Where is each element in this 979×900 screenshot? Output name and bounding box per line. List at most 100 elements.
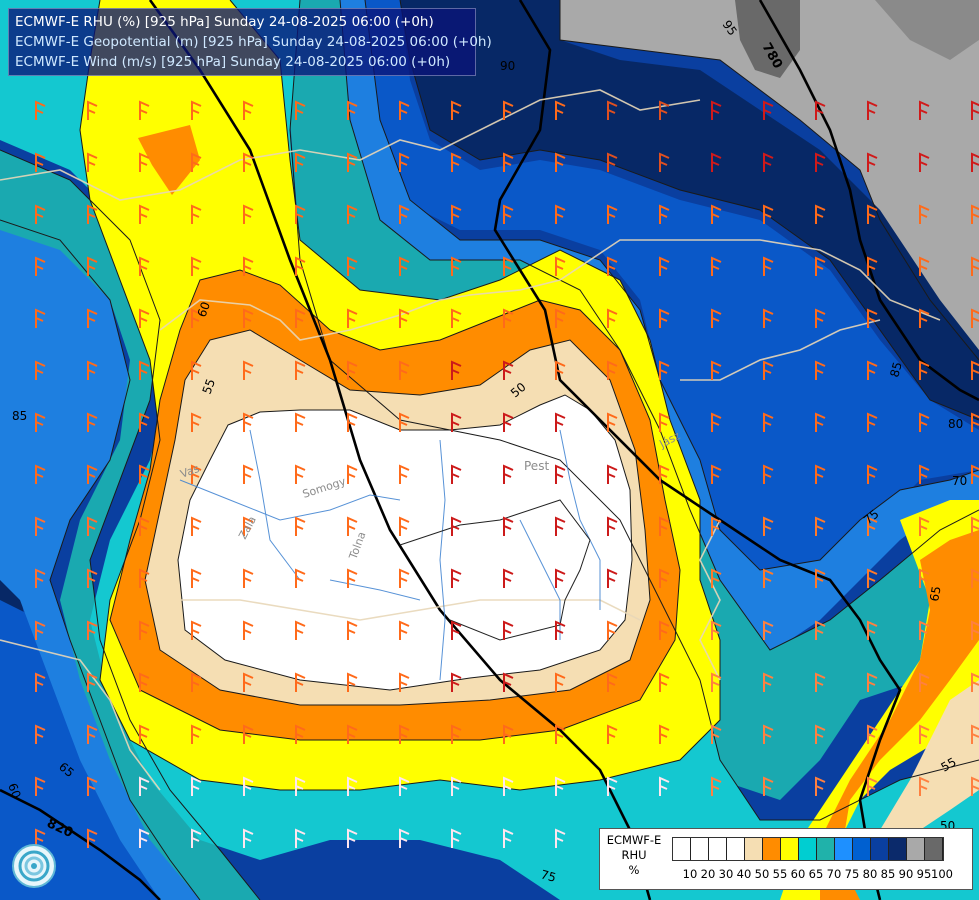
wind-barb (555, 516, 566, 536)
wind-barb (139, 256, 150, 276)
wind-barb (971, 568, 979, 588)
wind-barb (711, 568, 722, 588)
contour-label-85-east: 85 (887, 360, 904, 378)
contour-label-85: 85 (12, 409, 27, 423)
wind-barb (763, 620, 774, 640)
geopotential-line-sw (0, 788, 161, 900)
contour-label-90: 90 (500, 59, 515, 73)
wind-barb (451, 724, 462, 744)
wind-barb (243, 568, 254, 588)
wind-barb (347, 152, 358, 172)
wind-barb (607, 256, 618, 276)
wind-barb (815, 360, 826, 380)
legend-tick-label: 10 (682, 867, 698, 881)
wind-barb (451, 568, 462, 588)
geopotential-line-mid (493, 0, 902, 900)
wind-barb (347, 724, 358, 744)
wind-barb (295, 516, 306, 536)
wind-barb (763, 672, 774, 692)
rhu-band-90-north (400, 0, 979, 420)
wind-barb (399, 776, 410, 796)
wind-barb (815, 152, 826, 172)
wind-barb (607, 516, 618, 536)
wind-barb (399, 412, 410, 432)
wind-barb (659, 204, 670, 224)
wind-barb (867, 516, 878, 536)
wind-barb (35, 152, 46, 172)
wind-barb (451, 672, 462, 692)
wind-barb (815, 308, 826, 328)
wind-barb (347, 308, 358, 328)
wind-barb (815, 464, 826, 484)
wind-barb (139, 724, 150, 744)
contour-label-70: 70 (952, 474, 967, 488)
wind-barb (503, 256, 514, 276)
wind-barb (971, 308, 979, 328)
wind-barb (607, 568, 618, 588)
legend-tick-label: 60 (790, 867, 806, 881)
rhu-band-95 (560, 0, 979, 360)
wind-barb (919, 464, 930, 484)
wind-barb (555, 724, 566, 744)
wind-barb (763, 100, 774, 120)
wind-barb (503, 724, 514, 744)
wind-barb (87, 256, 98, 276)
wind-barb (867, 464, 878, 484)
wind-barb (763, 256, 774, 276)
wind-barb (295, 204, 306, 224)
rhu-band-60-east (820, 530, 979, 900)
wind-barb (347, 568, 358, 588)
wind-barb (139, 360, 150, 380)
wind-barb (35, 568, 46, 588)
wind-barb (191, 152, 202, 172)
wind-barb (243, 308, 254, 328)
wind-barb (503, 568, 514, 588)
wind-barb (451, 464, 462, 484)
wind-barb (87, 620, 98, 640)
wind-barb (919, 100, 930, 120)
wind-barb (191, 308, 202, 328)
wind-barb (87, 568, 98, 588)
wind-barb (139, 776, 150, 796)
legend-tick-label: 40 (736, 867, 752, 881)
rhu-band-60-nw (138, 125, 200, 195)
wind-barb (191, 620, 202, 640)
legend-swatch (781, 838, 799, 860)
wind-barb (87, 100, 98, 120)
wind-barb (35, 776, 46, 796)
wind-barb (191, 412, 202, 432)
wind-barb (607, 464, 618, 484)
wind-barb (451, 100, 462, 120)
wind-barb (503, 152, 514, 172)
legend-swatch (925, 838, 943, 860)
wind-barb (607, 100, 618, 120)
geopotential-line-east (758, 0, 979, 402)
wind-barb (815, 412, 826, 432)
rhu-band-100-2 (875, 0, 979, 60)
wind-barb (35, 672, 46, 692)
wind-barb (295, 776, 306, 796)
wind-barb (347, 100, 358, 120)
wind-barb (555, 828, 566, 848)
wind-barb (815, 100, 826, 120)
wind-barb (503, 516, 514, 536)
legend-tick-label: 100 (931, 867, 953, 881)
wind-barb (347, 464, 358, 484)
wind-barb (919, 152, 930, 172)
legend-swatch (871, 838, 889, 860)
wind-barb (971, 152, 979, 172)
wind-barb (35, 620, 46, 640)
wind-barb (243, 828, 254, 848)
wind-barb (971, 464, 979, 484)
legend-swatch (673, 838, 691, 860)
wind-barb (711, 724, 722, 744)
wind-barb (35, 828, 46, 848)
wind-barb (815, 672, 826, 692)
legend-tick-label: 80 (862, 867, 878, 881)
wind-barb (555, 100, 566, 120)
wind-barb (191, 100, 202, 120)
wind-barb (243, 100, 254, 120)
wind-barb (659, 568, 670, 588)
wind-barb (139, 568, 150, 588)
